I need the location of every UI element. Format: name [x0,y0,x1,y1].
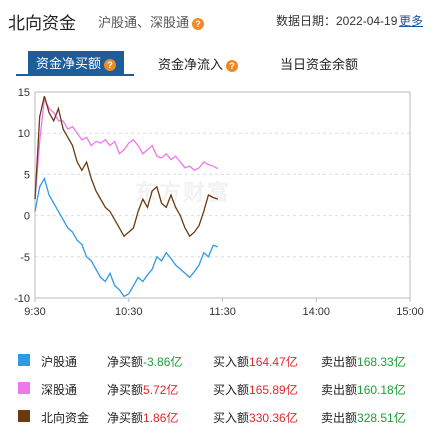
legend-net-prefix: 净买额 [107,383,144,397]
legend-net-prefix: 净买额 [107,355,144,369]
subtitle: 沪股通、深股通? [98,12,205,31]
legend-net: 净买额1.86亿 [107,409,178,426]
subtitle-text: 沪股通、深股通 [98,15,190,30]
tab-net-buy-label: 资金净买额 [36,56,102,71]
y-tick-label: -10 [14,293,30,305]
y-tick-label: -5 [20,252,30,264]
sgt-swatch [18,382,30,394]
legend-net: 净买额-3.86亿 [107,353,182,370]
legend-row-hgt[interactable]: 沪股通 净买额-3.86亿 买入额164.47亿 卖出额168.33亿 [0,345,437,373]
y-tick-label: 15 [18,87,30,99]
legend-sell-prefix: 卖出额 [321,411,358,425]
tab-balance[interactable]: 当日资金余额 [280,54,358,73]
legend-sell-value: 160.18亿 [357,383,406,397]
legend-buy-value: 330.36亿 [249,411,298,425]
chart-series [34,95,219,298]
question-icon[interactable]: ? [226,59,239,72]
series-line-北向资金 [34,95,219,238]
tab-balance-label: 当日资金余额 [280,57,359,72]
x-tick-label: 14:00 [302,306,330,318]
header: 北向资金 沪股通、深股通? 数据日期：2022-04-19 更多 [0,0,437,40]
legend-net: 净买额5.72亿 [107,381,178,398]
x-tick-label: 10:30 [115,306,143,318]
legend-row-north[interactable]: 北向资金 净买额1.86亿 买入额330.36亿 卖出额328.51亿 [0,401,437,429]
question-icon[interactable]: ? [192,17,205,30]
x-tick-label: 9:30 [24,306,45,318]
legend-row-sgt[interactable]: 深股通 净买额5.72亿 买入额165.89亿 卖出额160.18亿 [0,373,437,401]
x-tick-label: 15:00 [396,306,424,318]
line-chart: 15 10 5 0 -5 -109:30 10:30 11:30 14:00 15:00 [14,87,424,318]
legend-sell: 卖出额328.51亿 [321,409,406,426]
legend-sell-prefix: 卖出额 [321,383,358,397]
legend-name: 北向资金 [41,411,90,425]
legend-net-prefix: 净买额 [107,411,144,425]
legend-buy-prefix: 买入额 [213,411,250,425]
legend-net-value: -3.86亿 [143,355,183,369]
legend-buy-value: 164.47亿 [249,355,298,369]
data-date: 数据日期：2022-04-19 [276,14,398,28]
tab-net-inflow-label: 资金净流入 [158,57,224,72]
legend-net-value: 1.86亿 [143,411,179,425]
y-tick-label: 5 [24,169,30,181]
legend-buy-prefix: 买入额 [213,355,250,369]
legend-sell-prefix: 卖出额 [321,355,358,369]
tab-underline [16,74,134,76]
legend-buy-value: 165.89亿 [249,383,298,397]
y-tick-label: 0 [24,211,30,223]
page-title: 北向资金 [8,14,76,33]
legend-net-value: 5.72亿 [143,383,179,397]
legend-buy-prefix: 买入额 [213,383,250,397]
legend-sell-value: 328.51亿 [357,411,406,425]
question-icon[interactable]: ? [104,58,117,71]
tab-net-inflow[interactable]: 资金净流入? [158,54,239,73]
legend-sell: 卖出额160.18亿 [321,381,406,398]
x-tick-label: 11:30 [209,306,236,318]
hgt-swatch [18,354,30,366]
chart-axes: 15 10 5 0 -5 -109:30 10:30 11:30 14:00 15:00 [14,87,424,318]
tab-bar: 资金净买额? 资金净流入? 当日资金余额 [0,48,437,75]
y-tick-label: 10 [18,128,30,140]
legend: 沪股通 净买额-3.86亿 买入额164.47亿 卖出额168.33亿 深股通 … [0,345,437,429]
tab-net-buy[interactable]: 资金净买额? [28,51,125,75]
chart-grid [35,132,410,258]
legend-buy: 买入额165.89亿 [213,381,298,398]
legend-sell: 卖出额168.33亿 [321,353,406,370]
series-line-深股通 [34,96,219,200]
watermark: 东方财富 [135,180,232,205]
more-link[interactable]: 更多 [399,14,424,28]
series-line-沪股通 [34,176,219,298]
legend-name: 沪股通 [41,355,78,369]
legend-sell-value: 168.33亿 [357,355,406,369]
legend-buy: 买入额164.47亿 [213,353,298,370]
legend-name: 深股通 [41,383,78,397]
north-swatch [18,410,30,422]
legend-buy: 买入额330.36亿 [213,409,298,426]
